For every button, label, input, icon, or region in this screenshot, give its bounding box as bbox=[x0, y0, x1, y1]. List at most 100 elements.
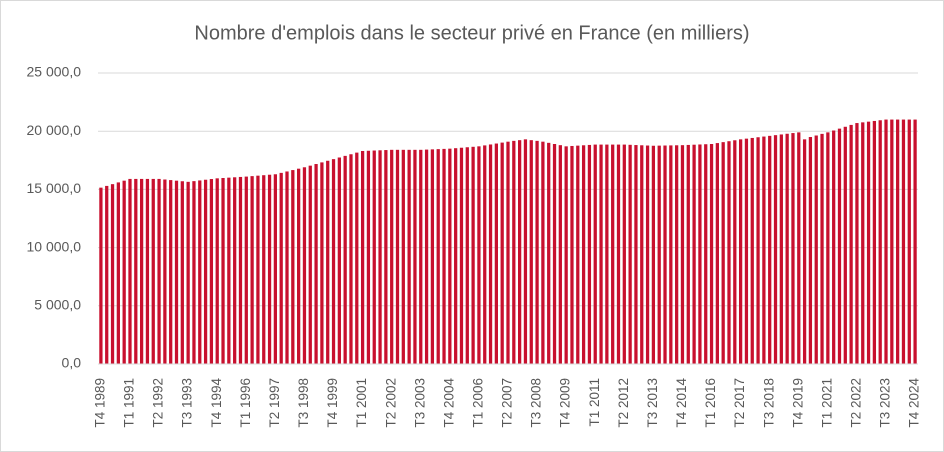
bar bbox=[256, 175, 260, 364]
bar bbox=[279, 172, 283, 364]
bar bbox=[308, 165, 312, 364]
bar bbox=[448, 148, 452, 364]
bar bbox=[802, 139, 807, 364]
bar bbox=[384, 150, 388, 364]
bar bbox=[791, 133, 795, 364]
bar bbox=[198, 180, 202, 364]
bar bbox=[552, 144, 557, 364]
bar bbox=[628, 144, 632, 364]
bar bbox=[599, 144, 603, 364]
bar bbox=[215, 178, 219, 364]
bar bbox=[896, 119, 900, 364]
bar bbox=[157, 178, 161, 364]
x-tick-label: T2 1997 bbox=[267, 378, 282, 428]
bar bbox=[355, 152, 359, 364]
bar bbox=[709, 144, 714, 364]
bar bbox=[401, 149, 405, 364]
x-tick-label: T4 2019 bbox=[790, 378, 805, 428]
bar bbox=[843, 126, 847, 365]
bar bbox=[314, 164, 318, 364]
bar bbox=[250, 176, 254, 364]
bar bbox=[715, 143, 719, 364]
bar bbox=[901, 119, 906, 364]
x-tick-label: T2 2022 bbox=[848, 378, 863, 428]
bar bbox=[762, 136, 766, 364]
bar bbox=[535, 140, 539, 364]
x-tick-label: T3 2018 bbox=[761, 378, 776, 428]
bar bbox=[116, 182, 120, 364]
bar bbox=[878, 120, 882, 365]
bar bbox=[529, 140, 533, 364]
x-tick-label: T3 2023 bbox=[878, 378, 893, 428]
bar bbox=[727, 141, 731, 364]
x-tick-label: T1 2001 bbox=[354, 378, 369, 428]
y-tick-label: 10 000,0 bbox=[27, 238, 82, 254]
bar bbox=[238, 176, 243, 364]
bar bbox=[326, 160, 330, 364]
bar bbox=[779, 134, 783, 364]
bar bbox=[518, 140, 522, 364]
bar bbox=[302, 167, 307, 364]
y-tick-label: 15 000,0 bbox=[27, 180, 82, 196]
bar bbox=[768, 135, 772, 364]
bar bbox=[110, 184, 115, 364]
bar bbox=[884, 119, 888, 364]
bar bbox=[291, 170, 295, 364]
bar bbox=[459, 147, 464, 364]
bar bbox=[855, 123, 859, 364]
bar bbox=[471, 146, 475, 364]
x-tick-label: T1 1991 bbox=[122, 378, 137, 428]
bar bbox=[320, 162, 324, 364]
bar bbox=[267, 174, 272, 364]
bar bbox=[645, 145, 650, 364]
bar bbox=[570, 145, 574, 364]
x-tick-label: T3 1998 bbox=[296, 378, 311, 428]
x-tick-label: T2 2007 bbox=[500, 378, 515, 428]
bar bbox=[907, 119, 911, 364]
x-tick-label: T1 2006 bbox=[470, 378, 485, 428]
bar bbox=[738, 139, 743, 364]
bar bbox=[483, 145, 487, 364]
bar bbox=[233, 177, 237, 364]
x-tick-label: T2 2017 bbox=[732, 378, 747, 428]
bar bbox=[750, 137, 754, 364]
x-tick-label: T4 2004 bbox=[441, 378, 456, 428]
bar bbox=[872, 120, 877, 364]
bar bbox=[436, 149, 440, 364]
bar bbox=[209, 179, 214, 364]
bar bbox=[680, 145, 685, 364]
bar bbox=[262, 175, 266, 364]
x-tick-label: T4 1994 bbox=[209, 378, 224, 428]
bar bbox=[430, 149, 435, 364]
bar bbox=[756, 137, 760, 364]
bar bbox=[227, 177, 231, 364]
y-tick-label: 25 000,0 bbox=[27, 64, 82, 80]
bar bbox=[744, 138, 749, 364]
bar bbox=[395, 149, 400, 364]
x-tick-label: T4 1999 bbox=[325, 378, 340, 428]
bar bbox=[372, 150, 376, 364]
x-tick-label: T3 2013 bbox=[645, 378, 660, 428]
x-tick-label: T1 2016 bbox=[703, 378, 718, 428]
bar bbox=[285, 171, 289, 364]
bar bbox=[622, 144, 626, 364]
bar bbox=[174, 180, 179, 364]
bar bbox=[378, 150, 382, 364]
x-tick-label: T2 1992 bbox=[151, 378, 166, 428]
bar bbox=[477, 146, 481, 364]
bar bbox=[675, 145, 679, 364]
x-tick-label: T4 2009 bbox=[558, 378, 573, 428]
bar bbox=[616, 144, 621, 364]
bar bbox=[605, 144, 609, 364]
bar bbox=[698, 144, 702, 364]
bar bbox=[343, 155, 347, 364]
x-tick-label: T2 2012 bbox=[616, 378, 631, 428]
x-tick-label: T2 2002 bbox=[383, 378, 398, 428]
bar bbox=[297, 168, 301, 364]
bar bbox=[733, 140, 737, 364]
bar bbox=[721, 142, 725, 364]
bar bbox=[861, 122, 865, 364]
bar bbox=[331, 159, 336, 364]
bar bbox=[442, 148, 446, 364]
bar bbox=[407, 149, 411, 364]
